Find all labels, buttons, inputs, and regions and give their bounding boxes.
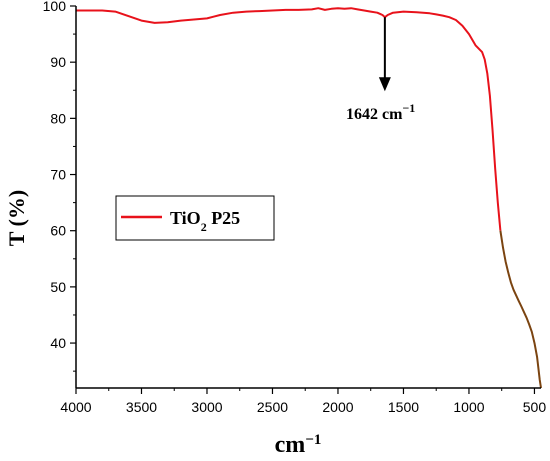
axes: 4000 3500 3000 2500 2000 1500 1000 500 40 50 60 70 8…	[43, 0, 547, 415]
y-tick-label: 50	[50, 279, 66, 295]
y-tick-label: 80	[50, 110, 66, 126]
y-axis-title: T (%)	[4, 190, 29, 246]
y-tick-label: 90	[50, 54, 66, 70]
legend-label-sub: 2	[201, 220, 207, 234]
x-axis-title: cm−1	[275, 432, 322, 458]
x-tick-label: 1500	[388, 399, 419, 415]
legend-label-tail: P25	[207, 208, 241, 228]
x-tick-label: 1000	[453, 399, 484, 415]
legend-label: TiO2 P25	[170, 208, 240, 234]
annotation-arrowhead	[378, 77, 391, 92]
y-tick-label: 100	[43, 0, 67, 14]
y-tick-label: 40	[50, 335, 66, 351]
x-tick-label: 4000	[60, 399, 91, 415]
series-line-1	[76, 7, 502, 231]
series-line-2	[499, 230, 542, 389]
annotation-label-main: 1642 cm	[346, 106, 403, 123]
annotation-label-sup: −1	[402, 101, 415, 115]
x-axis-title-sup: −1	[305, 432, 321, 448]
annotation: 1642 cm−1	[346, 17, 415, 123]
x-tick-label: 3500	[126, 399, 157, 415]
annotation-label: 1642 cm−1	[346, 101, 415, 123]
legend-label-main: TiO	[170, 208, 201, 228]
y-tick-label: 60	[50, 223, 66, 239]
x-axis-title-main: cm	[275, 432, 306, 458]
x-tick-label: 500	[523, 399, 547, 415]
x-tick-label: 3000	[191, 399, 222, 415]
legend: TiO2 P25	[115, 195, 275, 241]
y-tick-label: 70	[50, 167, 66, 183]
x-tick-label: 2000	[322, 399, 353, 415]
x-tick-label: 2500	[257, 399, 288, 415]
plot-area	[76, 7, 542, 389]
